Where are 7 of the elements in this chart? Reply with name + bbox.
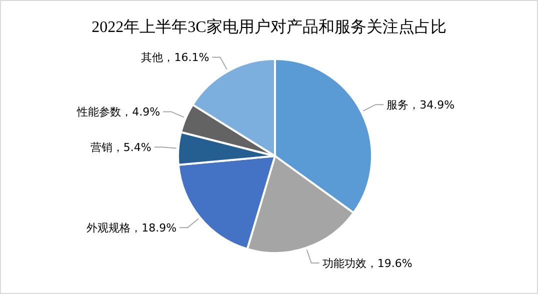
slice-label: 外观规格，18.9% <box>86 221 177 234</box>
slice-label: 功能功效，19.6% <box>322 256 412 270</box>
chart-title: 2022年上半年3C家电用户对产品和服务关注点占比 <box>92 18 446 36</box>
slice-label: 其他，16.1% <box>141 51 210 64</box>
slice-label: 性能参数，4.9% <box>76 106 160 119</box>
slice-label: 营销，5.4% <box>90 140 152 154</box>
slice-label: 服务，34.9% <box>386 98 455 112</box>
